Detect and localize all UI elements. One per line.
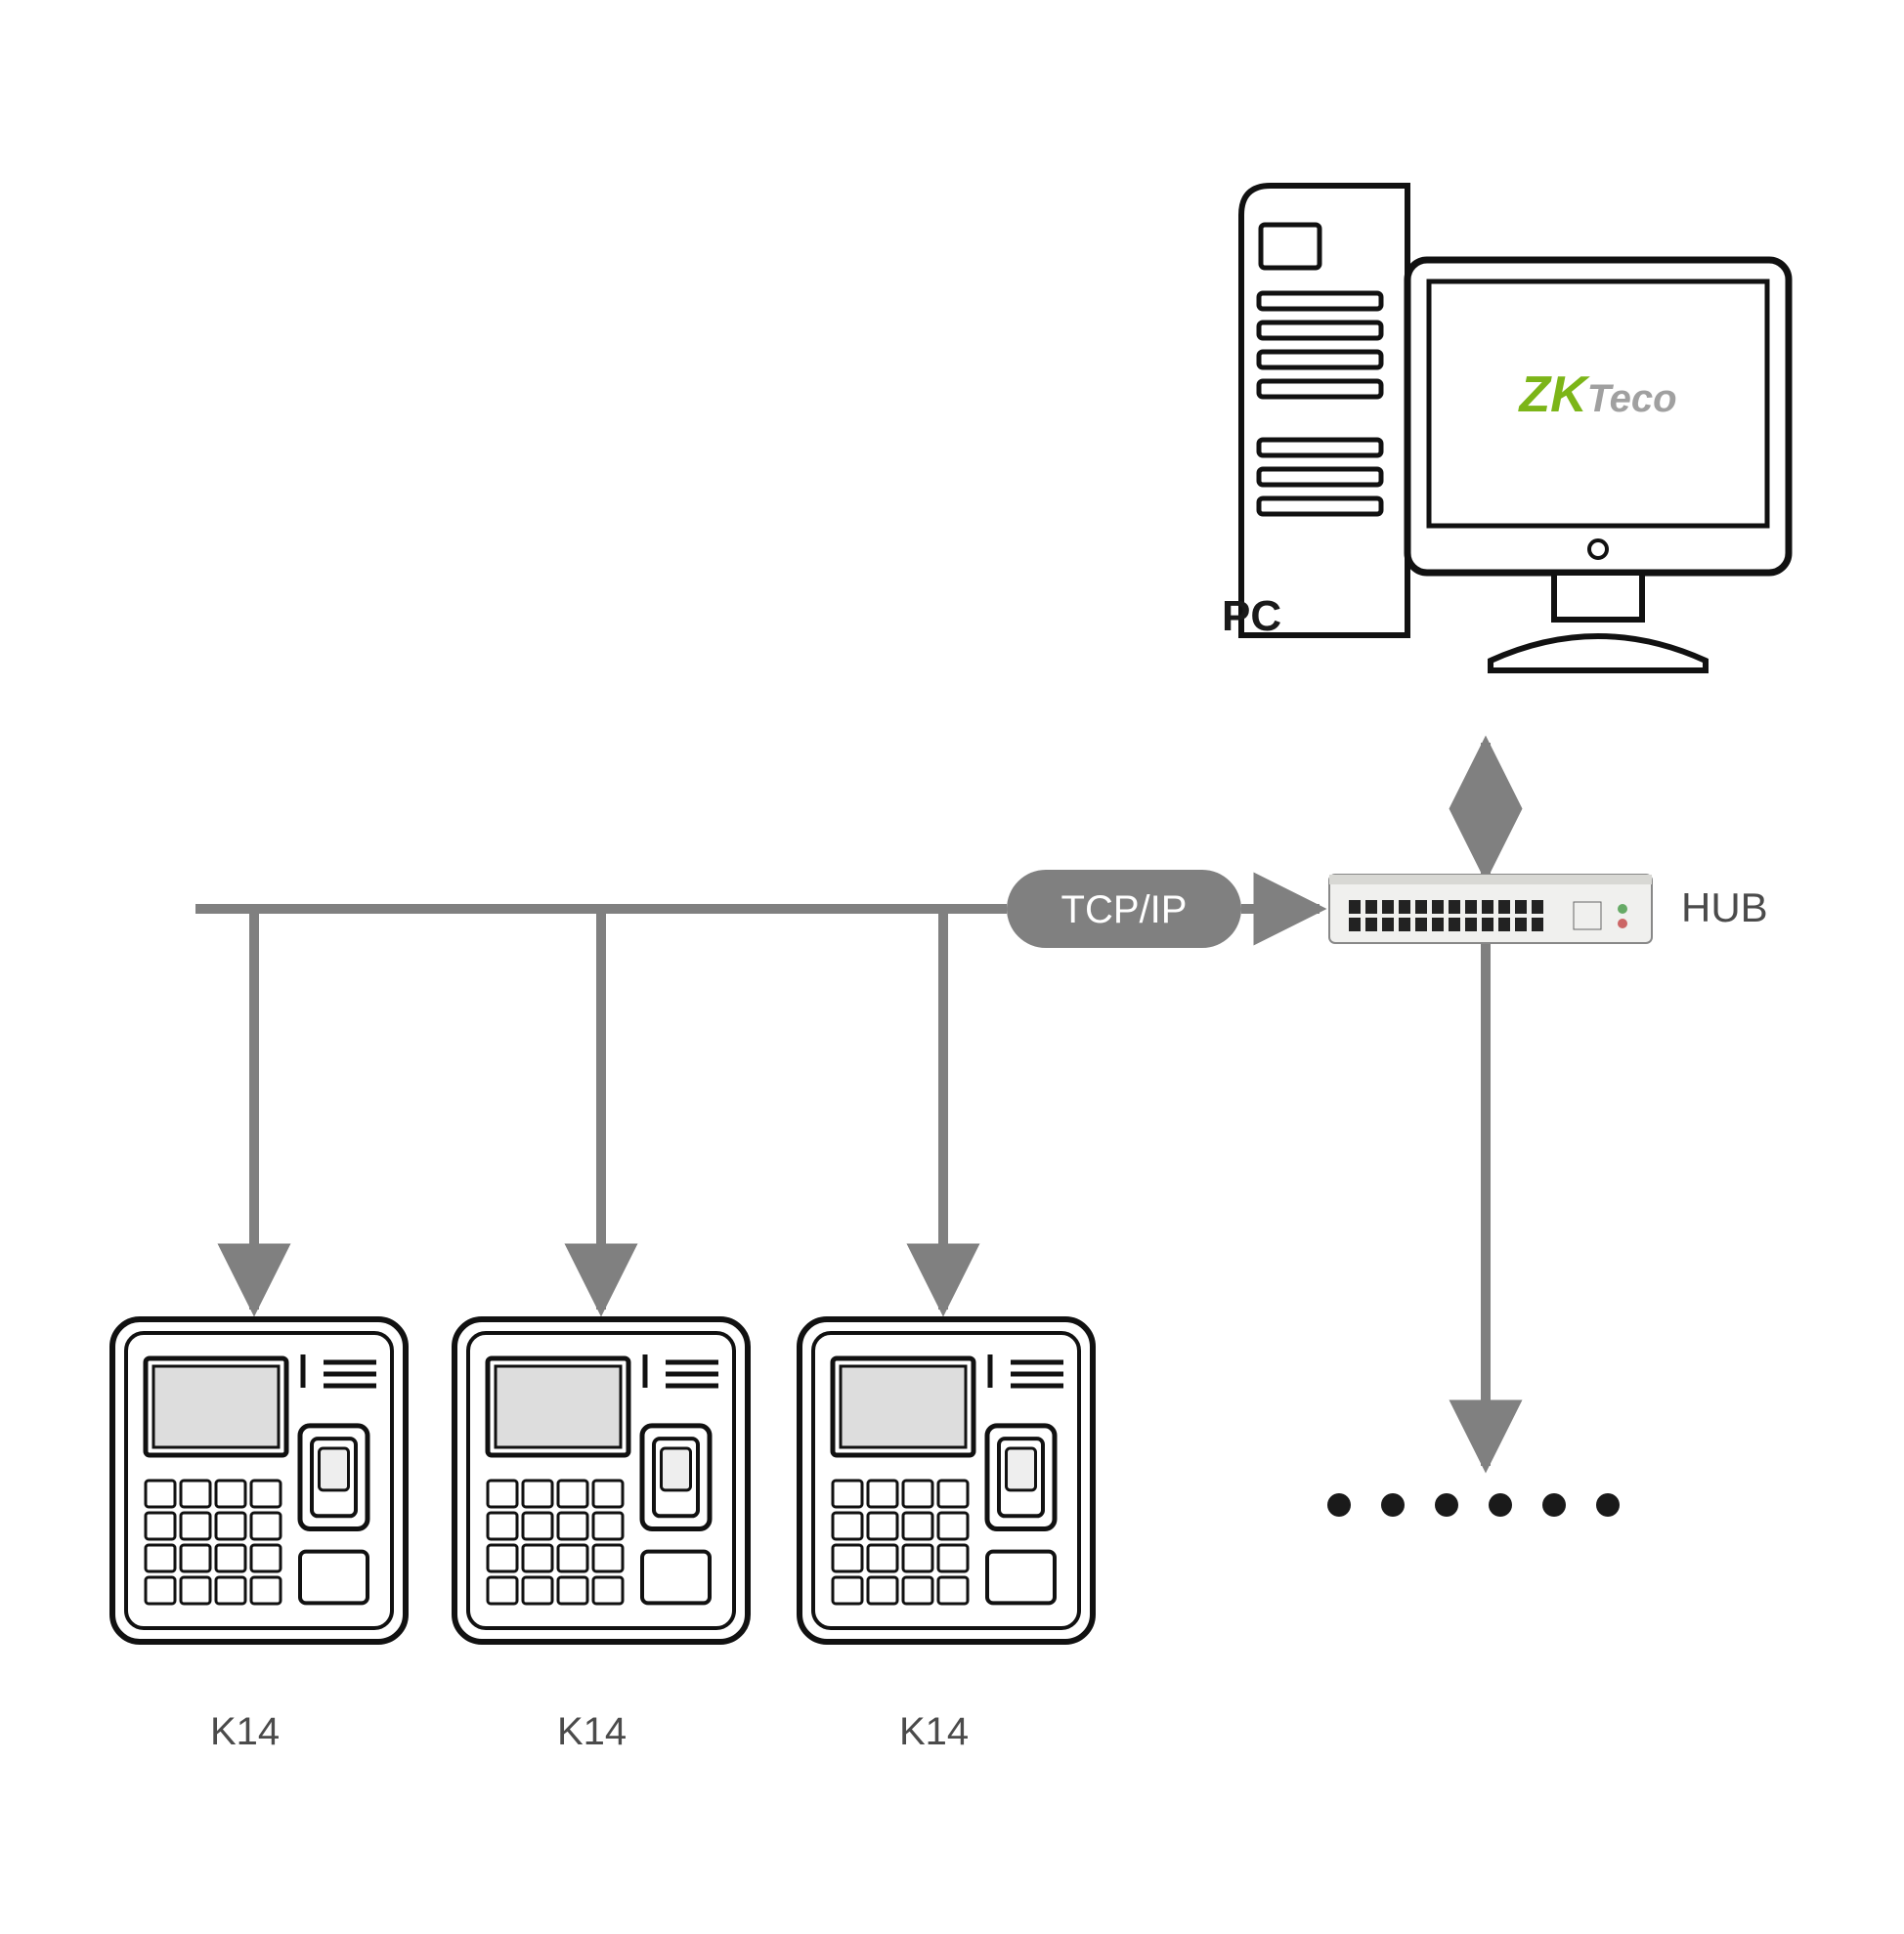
- device2-label: K14: [557, 1710, 627, 1754]
- hub-label: HUB: [1681, 884, 1768, 931]
- device1-label: K14: [210, 1710, 280, 1754]
- device3-label: K14: [899, 1710, 969, 1754]
- diagram-svg: TCP/IPZKTeco: [0, 0, 1904, 1934]
- pc-label: PC: [1222, 592, 1281, 641]
- svg-text:TCP/IP: TCP/IP: [1061, 888, 1188, 931]
- network-diagram: TCP/IPZKTeco PC HUB K14 K14 K14: [0, 0, 1904, 1934]
